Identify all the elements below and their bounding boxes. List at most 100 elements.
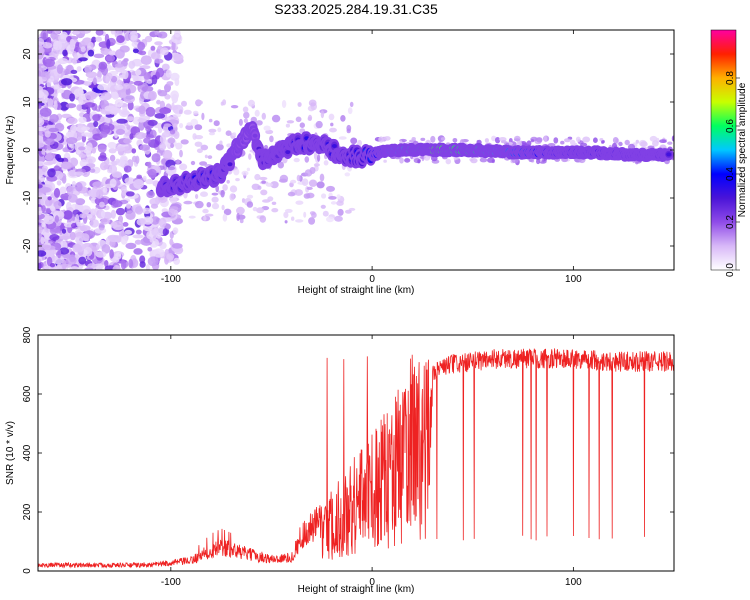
spectrogram-xlabel: Height of straight line (km) bbox=[298, 285, 415, 296]
noise-blob bbox=[133, 179, 145, 189]
y-tick-label: 800 bbox=[22, 326, 33, 343]
noise-blob bbox=[211, 202, 220, 210]
noise-blob bbox=[277, 161, 284, 169]
noise-blob bbox=[89, 219, 99, 228]
noise-blob bbox=[536, 137, 543, 143]
noise-blob bbox=[575, 136, 581, 143]
noise-blob bbox=[183, 200, 193, 205]
noise-blob bbox=[147, 90, 157, 101]
colorbar-tick-label: 0.6 bbox=[725, 119, 736, 133]
colorbar-tick-label: 0.0 bbox=[725, 263, 736, 277]
noise-blob bbox=[290, 179, 297, 184]
noise-blob bbox=[286, 120, 295, 124]
noise-blob bbox=[95, 251, 107, 258]
noise-blob bbox=[159, 134, 166, 144]
noise-blob bbox=[246, 201, 254, 208]
noise-blob bbox=[303, 211, 307, 218]
noise-blob bbox=[79, 213, 87, 219]
noise-blob bbox=[38, 104, 42, 109]
noise-blob bbox=[226, 179, 230, 184]
noise-blob bbox=[233, 168, 240, 176]
noise-blob bbox=[75, 182, 83, 192]
noise-blob bbox=[137, 118, 147, 123]
noise-blob bbox=[194, 124, 203, 131]
noise-blob bbox=[128, 258, 134, 269]
noise-blob bbox=[248, 153, 252, 160]
x-tick-label: 0 bbox=[369, 274, 375, 285]
noise-blob bbox=[151, 153, 161, 163]
noise-blob bbox=[239, 218, 244, 224]
noise-blob bbox=[77, 123, 84, 128]
noise-blob bbox=[254, 109, 260, 117]
noise-blob bbox=[140, 55, 152, 65]
noise-blob bbox=[229, 193, 235, 201]
x-tick-label: -100 bbox=[161, 274, 181, 285]
noise-blob bbox=[154, 113, 166, 119]
noise-blob bbox=[97, 144, 107, 153]
noise-blob bbox=[162, 228, 168, 236]
noise-blob bbox=[54, 215, 60, 223]
noise-blob bbox=[61, 113, 72, 119]
noise-blob bbox=[154, 58, 164, 64]
noise-blob bbox=[108, 164, 118, 174]
noise-blob bbox=[128, 60, 136, 69]
noise-blob bbox=[114, 63, 124, 68]
noise-blob bbox=[195, 100, 203, 105]
noise-blob bbox=[203, 215, 207, 221]
noise-blob bbox=[89, 168, 96, 173]
noise-blob bbox=[79, 159, 88, 168]
noise-blob bbox=[145, 264, 150, 270]
noise-blob bbox=[84, 65, 92, 74]
noise-blob bbox=[138, 50, 147, 56]
noise-blob bbox=[271, 201, 277, 205]
noise-blob bbox=[84, 267, 94, 270]
snr-panel: -100 0 100 0 200 400 600 800 Height of straight… bbox=[5, 326, 675, 595]
noise-blob bbox=[157, 90, 168, 97]
noise-blob bbox=[139, 261, 146, 268]
noise-blob bbox=[196, 148, 203, 154]
noise-blob bbox=[452, 138, 458, 143]
noise-blob bbox=[116, 35, 125, 44]
noise-blob bbox=[73, 54, 78, 61]
noise-blob bbox=[123, 165, 132, 173]
noise-blob bbox=[326, 185, 335, 192]
noise-blob bbox=[66, 137, 78, 145]
noise-blob bbox=[138, 120, 145, 131]
noise-blob bbox=[484, 138, 489, 143]
noise-blob bbox=[124, 177, 135, 185]
noise-blob bbox=[97, 83, 109, 91]
noise-blob bbox=[78, 256, 87, 265]
noise-blob bbox=[220, 189, 225, 198]
noise-blob bbox=[48, 127, 59, 133]
noise-blob bbox=[553, 137, 559, 144]
noise-blob bbox=[81, 132, 93, 137]
noise-blob bbox=[115, 252, 122, 257]
noise-blob bbox=[420, 137, 426, 141]
noise-blob bbox=[101, 244, 111, 254]
noise-blob bbox=[69, 93, 75, 102]
noise-blob bbox=[201, 112, 205, 121]
noise-blob bbox=[92, 77, 97, 86]
noise-blob bbox=[115, 207, 126, 216]
noise-blob bbox=[167, 208, 176, 217]
noise-blob bbox=[149, 237, 154, 243]
noise-blob bbox=[618, 141, 623, 147]
snr-xlabel: Height of straight line (km) bbox=[298, 584, 415, 595]
noise-blob bbox=[185, 124, 194, 130]
noise-blob bbox=[110, 75, 118, 83]
noise-blob bbox=[105, 55, 116, 62]
noise-blob bbox=[136, 218, 147, 226]
noise-blob bbox=[304, 156, 310, 163]
noise-blob bbox=[317, 154, 321, 162]
noise-blob bbox=[151, 74, 158, 85]
noise-blob bbox=[188, 215, 196, 219]
noise-blob bbox=[78, 116, 87, 124]
noise-blob bbox=[99, 95, 106, 101]
noise-blob bbox=[52, 40, 63, 51]
noise-blob bbox=[543, 135, 548, 143]
noise-blob bbox=[256, 207, 265, 214]
noise-blob bbox=[336, 194, 341, 200]
noise-blob bbox=[63, 210, 73, 220]
noise-blob bbox=[40, 186, 52, 193]
noise-blob bbox=[202, 208, 209, 214]
